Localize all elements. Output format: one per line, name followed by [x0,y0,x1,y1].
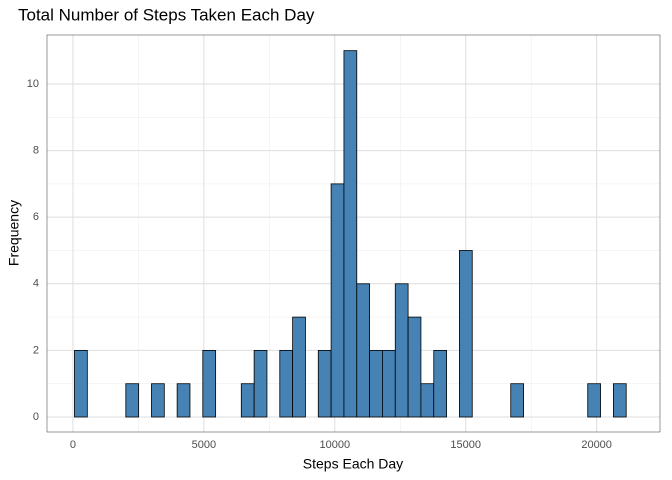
bar [612,383,627,418]
bar [253,350,268,418]
chart-title: Total Number of Steps Taken Each Day [18,5,315,24]
bar [433,350,447,418]
x-tick-label: 0 [70,439,76,451]
y-tick-label: 0 [33,411,39,423]
x-tick-label: 5000 [192,439,216,451]
bar [74,350,88,418]
bar [279,350,294,418]
x-tick-label: 15000 [450,439,481,451]
bar [459,250,473,418]
bar [240,383,255,418]
bar [356,283,371,418]
y-tick-label: 2 [33,344,39,356]
panel-border [46,34,661,433]
y-axis-label: Frequency [6,200,22,266]
x-axis-label: Steps Each Day [303,456,403,472]
y-tick-label: 10 [27,78,39,90]
bar [317,350,332,418]
bar [510,383,524,418]
bar [382,350,396,418]
bar [394,283,409,418]
y-tick-label: 6 [33,211,39,223]
bar [151,383,165,418]
bar [587,383,601,418]
bar [343,50,358,418]
x-tick-label: 10000 [319,439,350,451]
bar [369,350,383,418]
y-tick-label: 8 [33,144,39,156]
bar [407,316,422,418]
x-tick-label: 20000 [581,439,612,451]
bar [202,350,217,418]
bar [330,183,345,418]
bar [420,383,435,418]
bar [125,383,140,418]
bar [176,383,191,418]
y-tick-label: 4 [33,278,39,290]
bar [292,316,306,418]
